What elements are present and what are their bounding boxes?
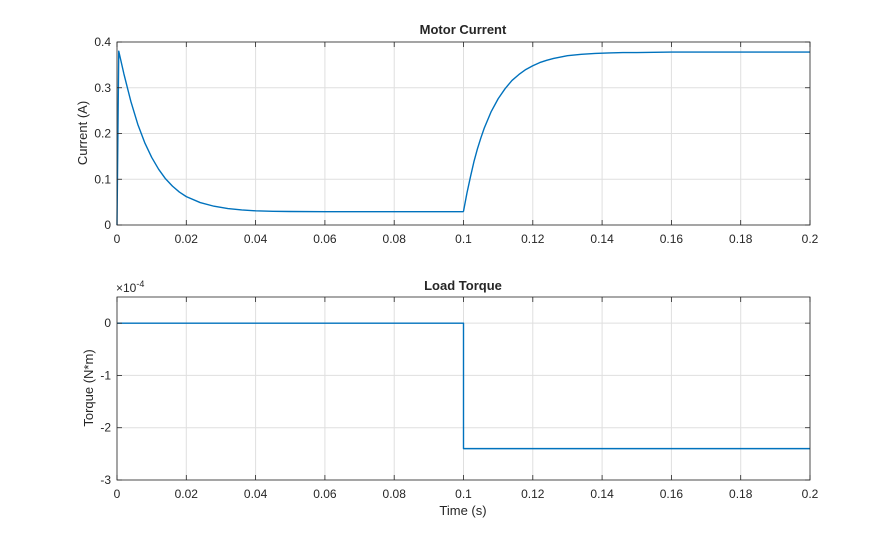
x-tick-label: 0.14 (590, 487, 614, 501)
x-tick-label: 0.2 (802, 487, 819, 501)
x-tick-label: 0.18 (729, 487, 753, 501)
x-tick-label: 0.16 (660, 487, 684, 501)
load-torque-plot: 0 0.02 0.04 0.06 0.08 0.1 0.12 0.14 0.16 0.18 0.2 -… (81, 278, 819, 518)
x-tick-label: 0.1 (455, 487, 472, 501)
x-tick-label: 0.1 (455, 232, 472, 246)
y-tick-label: 0.2 (94, 127, 111, 141)
x-tick-label: 0.08 (383, 487, 407, 501)
plot-area: 0 0.02 0.04 0.06 0.08 0.1 0.12 0.14 0.16 0.18 0.2 -… (100, 296, 819, 501)
y-tick-label: -1 (100, 368, 111, 382)
chart-title: Motor Current (420, 22, 507, 37)
x-tick-label: 0 (114, 487, 121, 501)
motor-current-plot: 0 0.02 0.04 0.06 0.08 0.1 0.12 0.14 0.16 0.18 0.2 0… (75, 22, 819, 246)
x-tick-label: 0 (114, 232, 121, 246)
x-tick-label: 0.18 (729, 232, 753, 246)
y-tick-label: 0.1 (94, 172, 111, 186)
x-tick-label: 0.06 (313, 487, 337, 501)
x-tick-label: 0.02 (175, 232, 199, 246)
x-tick-label: 0.16 (660, 232, 684, 246)
x-tick-label: 0.04 (244, 232, 268, 246)
x-tick-label: 0.04 (244, 487, 268, 501)
y-tick-label: 0 (104, 218, 111, 232)
y-tick-label: 0 (104, 316, 111, 330)
x-tick-label: 0.08 (383, 232, 407, 246)
y-exponent-label: ×10-4 (116, 279, 144, 295)
y-axis-label: Torque (N*m) (81, 349, 96, 426)
x-tick-label: 0.12 (521, 232, 545, 246)
y-axis-label: Current (A) (75, 101, 90, 165)
x-tick-label: 0.12 (521, 487, 545, 501)
y-tick-label: 0.3 (94, 81, 111, 95)
series-line (116, 50, 810, 226)
exponent-power: -4 (136, 279, 144, 289)
x-axis-label: Time (s) (439, 503, 486, 518)
x-tick-label: 0.14 (590, 232, 614, 246)
x-tick-label: 0.06 (313, 232, 337, 246)
y-tick-label: 0.4 (94, 35, 111, 49)
chart-title: Load Torque (424, 278, 502, 293)
x-tick-label: 0.2 (802, 232, 819, 246)
series-line (117, 322, 810, 450)
y-tick-label: -3 (100, 473, 111, 487)
exponent-base: ×10 (116, 281, 137, 295)
plot-area: 0 0.02 0.04 0.06 0.08 0.1 0.12 0.14 0.16 0.18 0.2 0… (94, 35, 818, 246)
y-tick-label: -2 (100, 421, 111, 435)
x-tick-label: 0.02 (175, 487, 199, 501)
